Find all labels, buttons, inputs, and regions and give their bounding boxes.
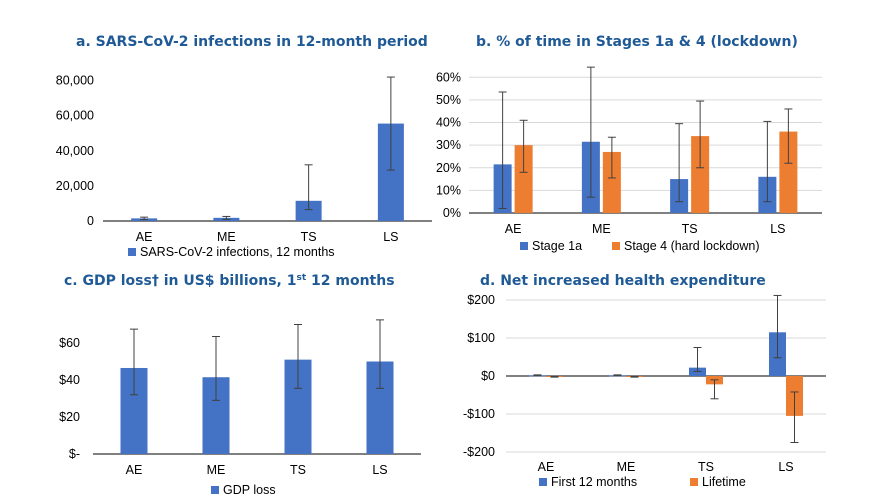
y-tick-label: 40% <box>436 116 461 130</box>
panel-b-chart: 0% 10% 20% 30% 40% 50% 60% AE ME TS LS Stage 1a Stag… <box>436 66 822 253</box>
panel-a-title: a. SARS-CoV-2 infections in 12-month per… <box>76 34 428 50</box>
panel-b-title: b. % of time in Stages 1a & 4 (lockdown) <box>476 34 798 50</box>
legend-label: SARS-CoV-2 infections, 12 months <box>140 245 335 259</box>
category-label: TS <box>682 222 698 236</box>
category-label: TS <box>301 230 317 244</box>
legend-swatch <box>690 478 698 486</box>
category-label: LS <box>778 460 793 474</box>
category-label: ME <box>217 230 236 244</box>
legend-label: Stage 4 (hard lockdown) <box>624 239 760 253</box>
legend-label: GDP loss <box>223 483 276 497</box>
legend-swatch <box>520 242 528 250</box>
y-tick-label: 20% <box>436 161 461 175</box>
category-label: TS <box>290 463 306 477</box>
category-label: AE <box>505 222 522 236</box>
y-tick-label: 80,000 <box>56 74 94 88</box>
category-label: TS <box>698 460 714 474</box>
panel-c-title: c. GDP loss† in US$ billions, 1st 12 mon… <box>64 273 395 289</box>
y-tick-label: 0 <box>87 214 94 228</box>
panel-d-title: d. Net increased health expenditure <box>480 273 766 289</box>
y-tick-label: 60% <box>436 70 461 84</box>
category-label: ME <box>207 463 226 477</box>
y-tick-label: -$100 <box>463 407 495 421</box>
y-tick-label: $- <box>69 447 80 461</box>
legend-label: Stage 1a <box>532 239 582 253</box>
legend-swatch <box>128 248 136 256</box>
y-tick-label: $100 <box>467 331 495 345</box>
category-label: LS <box>770 222 785 236</box>
legend-swatch <box>211 486 219 494</box>
legend-swatch <box>539 478 547 486</box>
category-label: LS <box>372 463 387 477</box>
y-tick-label: $60 <box>59 336 80 350</box>
legend-swatch <box>612 242 620 250</box>
category-label: AE <box>126 463 143 477</box>
y-tick-label: 50% <box>436 93 461 107</box>
y-tick-label: 60,000 <box>56 109 94 123</box>
y-tick-label: 40,000 <box>56 144 94 158</box>
panel-a-chart: 0 20,000 40,000 60,000 80,000 AE ME TS LS SARS-Co… <box>56 74 432 259</box>
panel-d-chart: -$200 -$100 $0 $100 $200 AE ME TS LS First 12 mon… <box>463 293 826 489</box>
y-tick-label: 30% <box>436 138 461 152</box>
category-label: LS <box>383 230 398 244</box>
bar-me-s2 <box>602 151 621 213</box>
y-tick-label: $200 <box>467 293 495 307</box>
y-tick-label: $40 <box>59 373 80 387</box>
legend-label: First 12 months <box>551 475 637 489</box>
category-label: ME <box>617 460 636 474</box>
category-label: ME <box>592 222 611 236</box>
bar-ts-s1 <box>295 200 322 221</box>
y-tick-label: 20,000 <box>56 179 94 193</box>
y-tick-label: 10% <box>436 183 461 197</box>
bar-ls-s2 <box>779 131 798 213</box>
panel-c-chart: $- $20 $40 $60 AE ME TS LS GDP loss <box>59 319 421 497</box>
bar-ae-s2 <box>514 145 533 213</box>
category-label: AE <box>136 230 153 244</box>
y-tick-label: $20 <box>59 410 80 424</box>
legend-label: Lifetime <box>702 475 746 489</box>
y-tick-label: $0 <box>481 369 495 383</box>
y-tick-label: 0% <box>443 206 461 220</box>
y-tick-label: -$200 <box>463 445 495 459</box>
bar-ts-s2 <box>691 136 710 213</box>
category-label: AE <box>538 460 555 474</box>
